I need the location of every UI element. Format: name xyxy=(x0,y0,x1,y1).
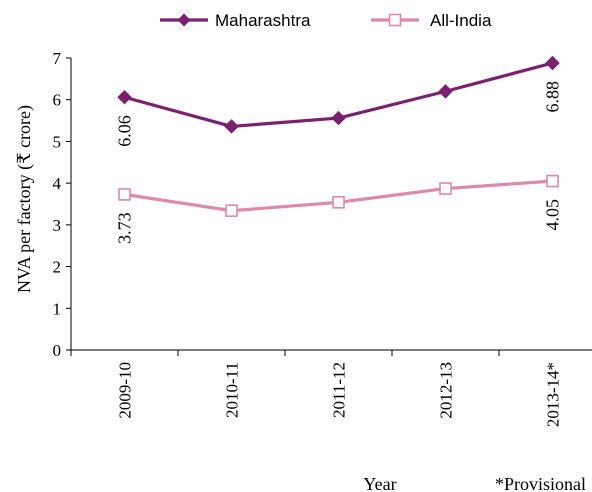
x-tick-label: 2010-11 xyxy=(223,362,242,418)
maharashtra-point xyxy=(117,90,132,105)
all-india-point xyxy=(332,196,345,209)
x-tick-label: 2013-14* xyxy=(544,362,563,427)
axes: 0 1 2 3 4 5 6 7 2009-10 2010-11 2011-12 2012-13 2013… xyxy=(53,49,592,427)
y-tick-label: 3 xyxy=(53,216,62,235)
all-india-data-label: 4.05 xyxy=(543,199,563,231)
maharashtra-data-label: 6.06 xyxy=(115,115,135,147)
y-tick-label: 6 xyxy=(53,91,62,110)
maharashtra-point xyxy=(545,55,560,71)
legend: Maharashtra All-India xyxy=(160,11,492,30)
all-india-point xyxy=(546,174,559,188)
maharashtra-legend-marker xyxy=(177,13,191,27)
y-tick-label: 5 xyxy=(53,132,62,151)
maharashtra-data-label: 6.88 xyxy=(543,81,563,113)
y-tick-label: 0 xyxy=(53,341,62,360)
y-tick-label: 2 xyxy=(53,258,62,277)
plot-area: 6.06 6.88 3.73 4.05 xyxy=(115,55,563,244)
all-india-legend-label: All-India xyxy=(430,11,492,30)
y-tick-label: 7 xyxy=(53,49,62,68)
all-india-point xyxy=(439,182,452,195)
x-axis-title: Year xyxy=(363,474,396,492)
y-tick-label: 1 xyxy=(53,299,62,318)
maharashtra-point xyxy=(438,84,453,99)
x-tick-label: 2012-13 xyxy=(437,362,456,419)
x-tick-label: 2011-12 xyxy=(330,362,349,418)
maharashtra-legend-label: Maharashtra xyxy=(215,11,311,30)
y-axis-title: NVA per factory (₹ crore) xyxy=(14,105,35,293)
x-tick-label: 2009-10 xyxy=(116,362,135,419)
maharashtra-point xyxy=(224,119,239,134)
all-india-legend-marker xyxy=(388,13,402,27)
y-tick-label: 4 xyxy=(53,174,62,193)
all-india-data-label: 3.73 xyxy=(115,212,135,244)
provisional-note: *Provisional xyxy=(495,474,586,492)
all-india-point xyxy=(118,188,131,201)
all-india-point xyxy=(225,204,238,217)
maharashtra-point xyxy=(331,110,346,126)
